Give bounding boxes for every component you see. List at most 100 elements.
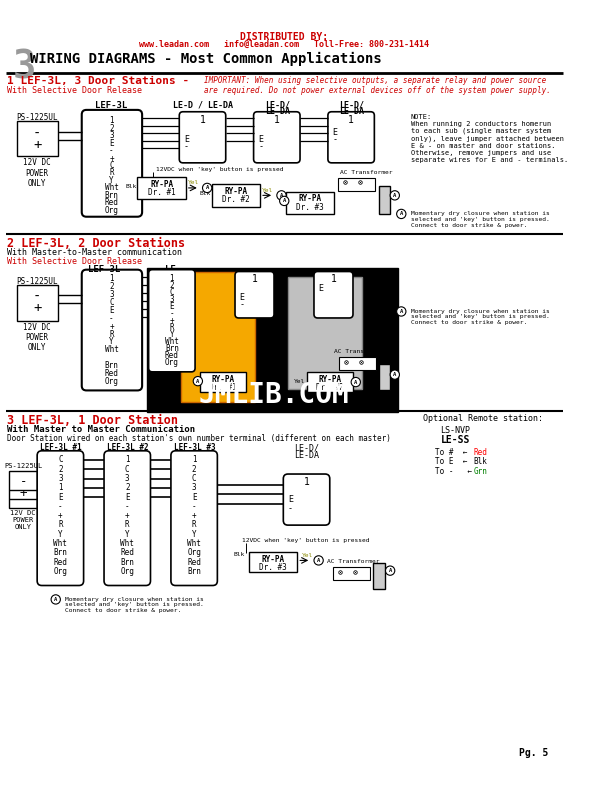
Text: JMLIB.COM: JMLIB.COM [199, 381, 349, 409]
FancyBboxPatch shape [235, 272, 274, 318]
Bar [332, 567, 370, 580]
Text: LEF-3L #2: LEF-3L #2 [107, 444, 149, 452]
Text: E: E [58, 493, 62, 501]
Text: 1: 1 [304, 477, 310, 487]
Text: Red: Red [105, 369, 118, 378]
Text: 1: 1 [348, 116, 354, 125]
Text: A: A [206, 185, 209, 190]
Bar [147, 268, 398, 412]
Text: +: + [109, 322, 114, 331]
Text: PS-1225UL: PS-1225UL [17, 277, 58, 286]
Circle shape [386, 566, 395, 575]
Text: AC Transformer: AC Transformer [327, 559, 379, 565]
Text: Y: Y [125, 530, 130, 539]
Text: -: - [20, 475, 27, 488]
Text: +: + [20, 487, 27, 500]
Text: -: - [33, 290, 42, 304]
Text: A: A [354, 379, 357, 385]
Text: LE-D / LE-DA: LE-D / LE-DA [173, 101, 233, 109]
Text: -: - [109, 314, 114, 323]
Text: A: A [393, 372, 397, 377]
Text: Momentary dry closure when station is
selected and 'key' button is pressed.
Conn: Momentary dry closure when station is se… [65, 596, 204, 613]
Bar [249, 552, 297, 573]
Text: Red: Red [187, 558, 201, 566]
Text: Wht: Wht [187, 539, 201, 548]
Text: E: E [170, 303, 174, 311]
Text: With Selective Door Release: With Selective Door Release [7, 86, 143, 95]
Text: LE-D/: LE-D/ [265, 101, 290, 109]
Text: 1: 1 [109, 274, 114, 284]
Text: E: E [288, 495, 293, 505]
Text: -: - [288, 504, 293, 512]
Text: Dr. #2: Dr. #2 [222, 196, 250, 204]
Bar [379, 186, 390, 214]
Text: 2: 2 [192, 465, 196, 474]
Circle shape [397, 209, 406, 219]
Text: RY-PA: RY-PA [150, 180, 173, 188]
Text: -: - [33, 127, 42, 141]
Text: Wht: Wht [165, 337, 179, 346]
Text: A: A [317, 558, 320, 563]
Text: R: R [109, 169, 114, 177]
Text: 3: 3 [192, 483, 196, 493]
FancyBboxPatch shape [82, 110, 142, 217]
Text: -: - [240, 300, 245, 310]
Text: 12VDC when 'key' button is pressed: 12VDC when 'key' button is pressed [156, 167, 283, 173]
Text: Dr. #1: Dr. #1 [147, 188, 176, 197]
Text: E: E [319, 284, 324, 292]
Text: E: E [125, 493, 130, 501]
Text: Dr. #2: Dr. #2 [316, 383, 344, 392]
Text: AC Transformer: AC Transformer [340, 170, 392, 175]
Text: -: - [192, 502, 196, 511]
Text: To #  ←: To # ← [435, 448, 467, 457]
Text: 12V DC
POWER
ONLY: 12V DC POWER ONLY [23, 322, 51, 352]
Text: 2: 2 [170, 281, 174, 291]
Text: Brn: Brn [187, 567, 201, 576]
Text: +: + [192, 511, 196, 520]
Text: Momentary dry closure when station is
selected and 'key' button is pressed.
Conn: Momentary dry closure when station is se… [411, 211, 550, 228]
Text: R: R [109, 329, 114, 339]
Text: LE-D/: LE-D/ [294, 444, 319, 452]
Text: NOTE:
When running 2 conductors homerun
to each sub (single master system
only),: NOTE: When running 2 conductors homerun … [411, 113, 568, 162]
Text: 3: 3 [125, 474, 130, 483]
Text: Brn: Brn [53, 548, 67, 558]
Text: R: R [58, 520, 62, 530]
Text: E: E [332, 128, 338, 136]
Text: LEF-3L: LEF-3L [88, 265, 120, 274]
Text: RY-PA: RY-PA [211, 375, 234, 383]
Text: Org: Org [105, 377, 118, 386]
Text: Y: Y [192, 530, 196, 539]
Text: Yel: Yel [302, 553, 313, 558]
Text: Red: Red [121, 548, 134, 558]
Bar [339, 357, 376, 370]
Text: 1: 1 [330, 274, 337, 284]
Text: Wht: Wht [121, 539, 134, 548]
Text: AC Transformer: AC Transformer [334, 348, 387, 353]
Text: 2: 2 [109, 282, 114, 291]
Bar [181, 272, 255, 402]
Text: Org: Org [121, 567, 134, 576]
Text: 1: 1 [252, 274, 258, 284]
Text: C: C [109, 298, 114, 307]
Text: A: A [389, 568, 392, 573]
Text: 12VDC when 'key' button is pressed: 12VDC when 'key' button is pressed [242, 538, 369, 543]
Text: Dr. #1: Dr. #1 [209, 383, 237, 392]
Text: Dr. #3: Dr. #3 [296, 203, 324, 211]
FancyBboxPatch shape [253, 112, 300, 163]
Text: Org: Org [105, 206, 118, 215]
Text: Yel: Yel [293, 379, 305, 383]
Text: With Master to Master Communication: With Master to Master Communication [7, 425, 196, 434]
Text: Org: Org [53, 567, 67, 576]
Text: Y: Y [109, 337, 114, 346]
Text: E: E [109, 306, 114, 315]
Text: -: - [332, 135, 338, 144]
Text: Red: Red [474, 448, 488, 457]
Circle shape [314, 556, 323, 565]
Text: To E  ←: To E ← [435, 457, 467, 466]
Text: ⊗: ⊗ [359, 358, 364, 367]
Text: C: C [170, 288, 174, 297]
Text: +: + [170, 316, 174, 325]
Bar [138, 177, 186, 199]
Text: Momentary dry closure when station is
selected and 'key' button is pressed.
Conn: Momentary dry closure when station is se… [411, 309, 550, 326]
Text: LE-DA: LE-DA [294, 451, 319, 460]
